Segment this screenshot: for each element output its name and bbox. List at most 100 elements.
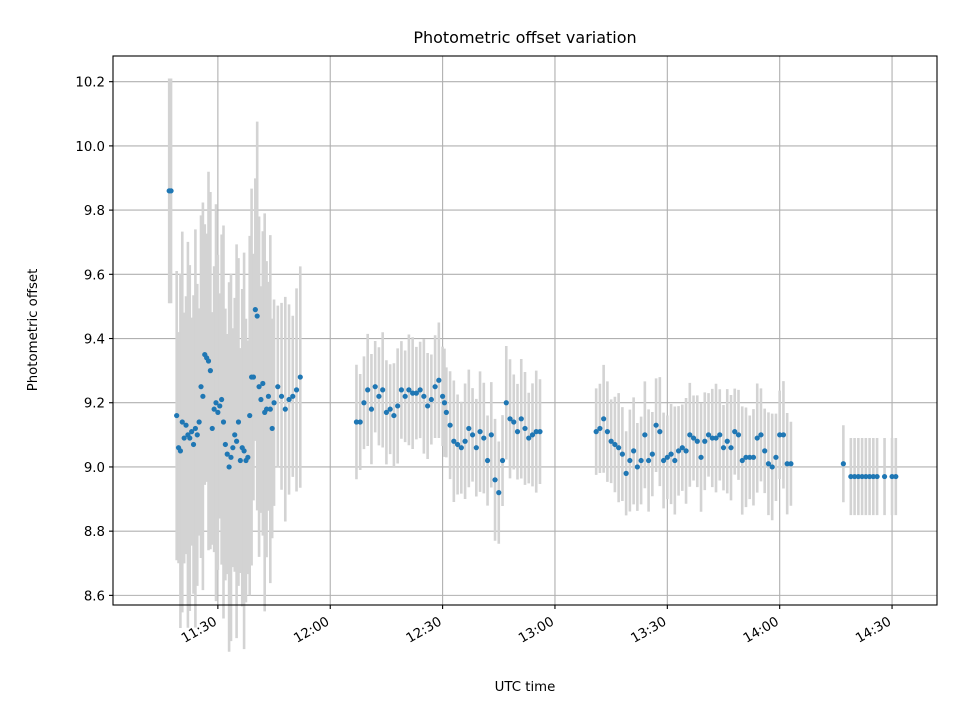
data-point bbox=[690, 435, 697, 441]
data-point bbox=[387, 406, 393, 412]
data-point bbox=[269, 425, 275, 432]
data-point bbox=[224, 451, 230, 457]
x-tick-label: 12:00 bbox=[292, 614, 333, 646]
data-point bbox=[769, 464, 775, 470]
data-point bbox=[735, 432, 742, 438]
data-point bbox=[537, 429, 543, 435]
data-point bbox=[784, 461, 790, 467]
data-point bbox=[619, 451, 625, 457]
data-point bbox=[511, 419, 517, 425]
data-point bbox=[780, 432, 787, 438]
chart-title: Photometric offset variation bbox=[413, 28, 636, 47]
data-point bbox=[213, 400, 219, 406]
data-point bbox=[488, 432, 494, 438]
data-point bbox=[694, 438, 700, 444]
data-point bbox=[634, 464, 640, 470]
data-point bbox=[256, 384, 262, 390]
data-point bbox=[219, 396, 225, 403]
data-point bbox=[177, 448, 184, 454]
data-point bbox=[402, 393, 408, 399]
data-point bbox=[297, 374, 303, 380]
data-point bbox=[235, 419, 242, 425]
data-point bbox=[391, 412, 397, 419]
data-point bbox=[660, 457, 667, 464]
data-point bbox=[443, 409, 449, 415]
x-tick-label: 14:00 bbox=[741, 614, 782, 646]
data-point bbox=[503, 400, 509, 406]
data-point bbox=[855, 473, 861, 480]
data-point bbox=[372, 384, 378, 390]
data-point bbox=[788, 461, 794, 467]
data-point bbox=[664, 454, 670, 460]
data-point bbox=[616, 445, 622, 451]
data-point bbox=[361, 400, 367, 406]
data-point bbox=[383, 409, 390, 415]
y-tick-label: 10.0 bbox=[75, 140, 105, 155]
data-point bbox=[739, 457, 745, 464]
data-point bbox=[675, 448, 682, 454]
data-point bbox=[657, 429, 663, 435]
data-point bbox=[226, 464, 232, 470]
data-point bbox=[395, 403, 401, 409]
data-point bbox=[724, 438, 730, 444]
data-point bbox=[205, 358, 212, 364]
data-point bbox=[192, 425, 198, 432]
data-point bbox=[750, 454, 757, 460]
data-point bbox=[357, 419, 363, 425]
x-tick-label: 11:30 bbox=[179, 614, 220, 646]
data-point bbox=[190, 441, 197, 448]
data-point bbox=[241, 448, 247, 454]
y-axis-label: Photometric offset bbox=[26, 269, 41, 392]
data-point bbox=[217, 403, 223, 409]
data-point bbox=[265, 393, 272, 399]
data-point bbox=[209, 425, 215, 432]
data-point bbox=[754, 435, 760, 441]
data-point bbox=[441, 400, 448, 406]
data-point bbox=[181, 435, 187, 441]
x-axis-label: UTC time bbox=[495, 680, 556, 695]
data-point bbox=[608, 438, 614, 444]
data-point bbox=[380, 387, 386, 393]
data-point bbox=[234, 438, 240, 444]
y-tick-label: 9.4 bbox=[84, 333, 105, 348]
error-bars bbox=[167, 78, 898, 652]
data-point bbox=[743, 454, 749, 460]
data-point bbox=[713, 435, 719, 441]
data-point bbox=[881, 473, 888, 480]
data-point bbox=[254, 313, 260, 319]
data-point bbox=[211, 406, 217, 412]
data-point bbox=[526, 435, 532, 441]
data-point bbox=[848, 473, 854, 480]
data-point bbox=[866, 473, 873, 480]
data-point bbox=[863, 473, 869, 480]
data-point bbox=[870, 473, 876, 480]
x-tick-label: 13:30 bbox=[629, 614, 670, 646]
data-point bbox=[198, 384, 204, 390]
data-point bbox=[410, 390, 416, 396]
data-point bbox=[672, 457, 678, 464]
data-point bbox=[709, 435, 715, 441]
data-point bbox=[263, 406, 270, 412]
data-point bbox=[533, 429, 539, 435]
data-point bbox=[451, 438, 457, 444]
data-point bbox=[597, 425, 603, 432]
data-point bbox=[499, 457, 506, 464]
data-point bbox=[275, 384, 281, 390]
data-point bbox=[762, 448, 768, 454]
data-point bbox=[627, 457, 633, 464]
data-point bbox=[271, 400, 277, 406]
data-point bbox=[222, 441, 228, 448]
plot-frame bbox=[112, 55, 938, 606]
data-point bbox=[368, 406, 375, 412]
data-point bbox=[668, 451, 674, 457]
data-point bbox=[174, 412, 180, 419]
y-tick-label: 10.2 bbox=[75, 76, 105, 91]
data-point bbox=[687, 432, 693, 438]
data-point bbox=[705, 432, 712, 438]
data-point bbox=[220, 419, 227, 425]
data-point bbox=[293, 387, 300, 393]
data-point bbox=[290, 393, 296, 399]
data-point bbox=[194, 432, 200, 438]
y-tick-label: 8.8 bbox=[84, 525, 105, 540]
